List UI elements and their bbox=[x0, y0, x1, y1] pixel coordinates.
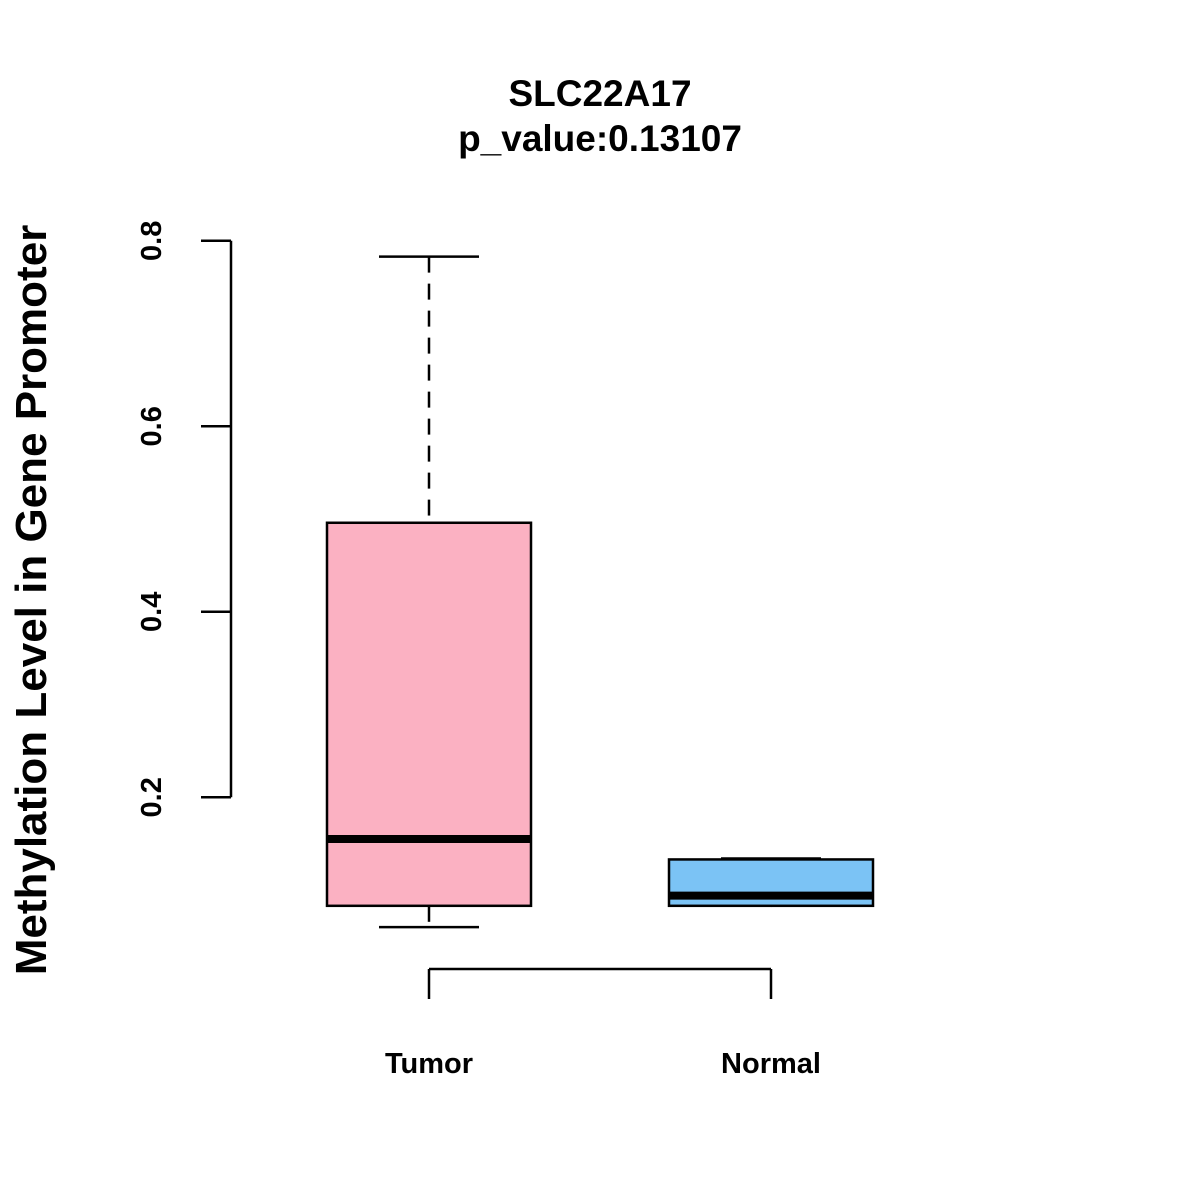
chart-title: SLC22A17 bbox=[508, 73, 691, 114]
box-normal bbox=[667, 857, 875, 908]
y-tick-label: 0.8 bbox=[136, 221, 168, 261]
box-iqr bbox=[325, 521, 533, 908]
x-tick-label: Normal bbox=[721, 1048, 821, 1080]
y-tick-label: 0.6 bbox=[136, 406, 168, 446]
y-tick-label: 0.2 bbox=[136, 777, 168, 817]
y-axis-title: Methylation Level in Gene Promoter bbox=[7, 225, 56, 976]
box-tumor bbox=[325, 255, 533, 929]
y-tick-label: 0.4 bbox=[136, 592, 168, 632]
chart-subtitle: p_value:0.13107 bbox=[458, 118, 742, 159]
x-tick-label: Tumor bbox=[385, 1048, 473, 1080]
x-axis: Tumor Normal bbox=[385, 967, 821, 1080]
boxes-group bbox=[325, 255, 875, 929]
y-axis: 0.2 0.4 0.6 0.8 bbox=[136, 221, 233, 817]
